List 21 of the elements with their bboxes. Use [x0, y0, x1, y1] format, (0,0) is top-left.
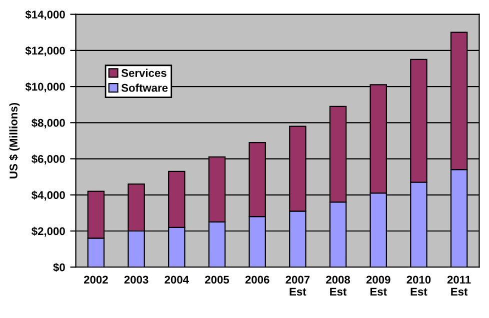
x-tick-label: 2010 Est — [406, 276, 431, 296]
x-tick-label: 2009 Est — [366, 276, 390, 296]
x-tick-label: 2007 Est — [286, 276, 310, 296]
y-tick-label: $10,000 — [25, 82, 65, 92]
y-tick-label: $14,000 — [25, 10, 65, 20]
y-tick-label: $4,000 — [32, 190, 65, 201]
y-tick-label: $2,000 — [32, 226, 65, 237]
y-axis-title: US $ (Millions) — [9, 102, 20, 178]
legend-label: Services — [121, 68, 166, 77]
x-tick-label: 2006 — [245, 276, 270, 284]
y-tick-label: $0 — [53, 262, 65, 272]
x-tick-label: 2005 — [205, 276, 230, 284]
x-tick-label: 2008 Est — [326, 276, 350, 296]
y-tick-label: $6,000 — [32, 154, 65, 165]
x-tick-label: 2004 — [164, 276, 189, 284]
x-tick-label: 2003 — [124, 276, 148, 284]
legend-label: Software — [121, 84, 168, 92]
x-tick-label: 2011 Est — [447, 276, 471, 296]
x-tick-label: 2002 — [84, 276, 108, 284]
y-tick-label: $8,000 — [32, 118, 65, 128]
y-tick-label: $12,000 — [25, 46, 65, 56]
